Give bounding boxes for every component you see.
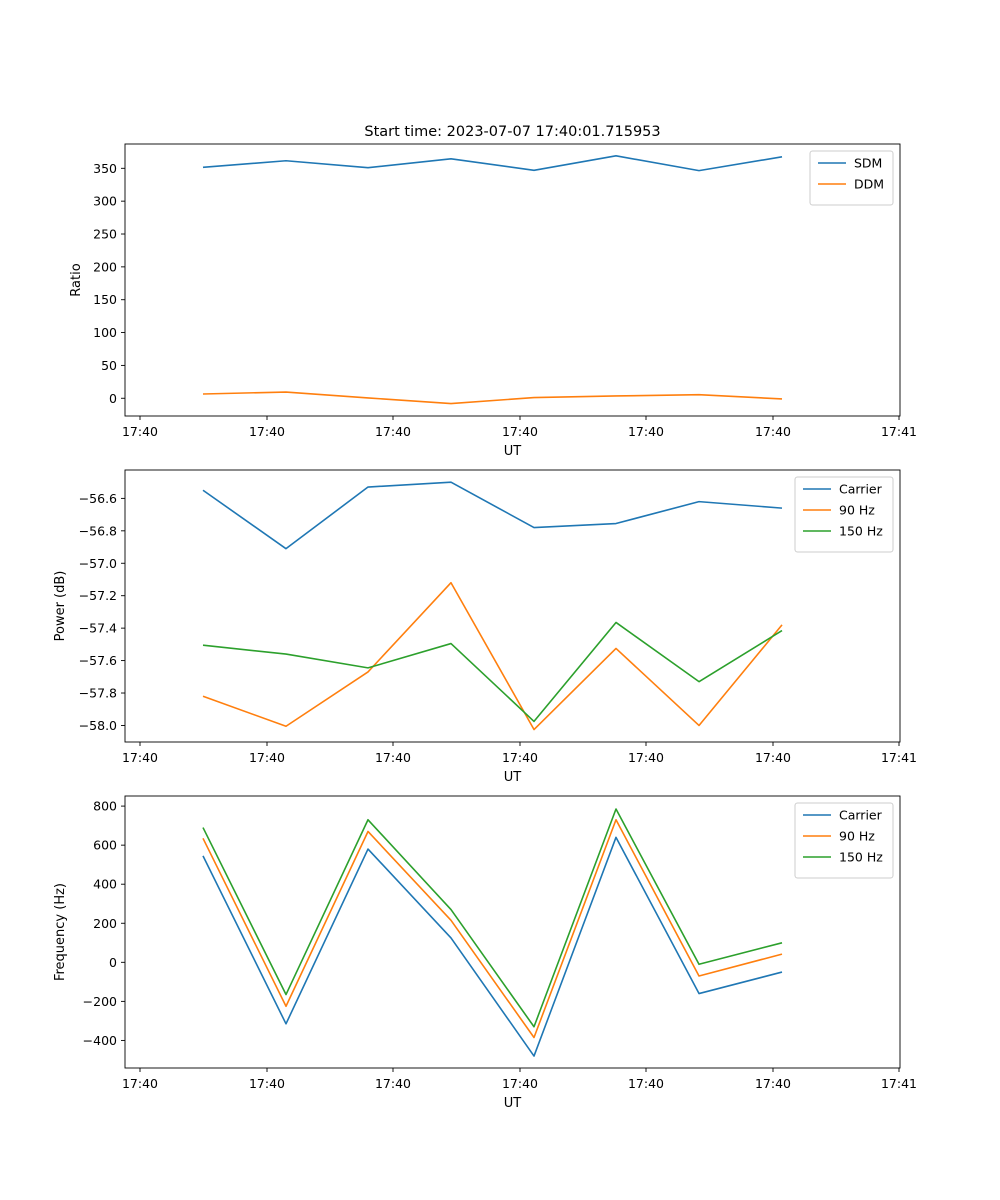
y-tick-label: 100 [93, 325, 117, 340]
y-axis-label: Power (dB) [53, 571, 68, 642]
x-tick-label: 17:40 [122, 750, 158, 765]
legend-label: 90 Hz [839, 829, 875, 844]
legend-label: Carrier [839, 808, 883, 823]
series-line-90-hz [202, 581, 783, 731]
legend: Carrier 90 Hz 150 Hz [794, 476, 894, 553]
chart-2: 17:40 17:40 17:40 17:40 17:40 17:40 17:41 UT −58… [53, 469, 917, 785]
x-tick-label: 17:40 [375, 1076, 411, 1091]
x-tick-label: 17:40 [375, 424, 411, 439]
x-tick-label: 17:40 [628, 1076, 664, 1091]
plot-frame [124, 143, 901, 417]
x-tick-label: 17:40 [755, 750, 791, 765]
x-tick-label: 17:40 [502, 750, 538, 765]
legend-box [794, 802, 894, 879]
y-tick-label: 200 [93, 916, 117, 931]
x-tick-label: 17:40 [249, 1076, 285, 1091]
plot-frame [124, 795, 901, 1069]
x-tick-label: 17:40 [249, 750, 285, 765]
x-tick-label: 17:40 [502, 424, 538, 439]
y-tick-label: 0 [109, 391, 117, 406]
series-line-150-hz [202, 621, 783, 723]
legend-label: 150 Hz [839, 850, 883, 865]
y-tick-label: 150 [93, 292, 117, 307]
y-tick-label: 350 [93, 161, 117, 176]
y-tick-label: −57.2 [79, 588, 117, 603]
legend-label: 90 Hz [839, 503, 875, 518]
legend: Carrier 90 Hz 150 Hz [794, 802, 894, 879]
x-tick-label: 17:40 [628, 750, 664, 765]
y-tick-label: −57.0 [79, 556, 117, 571]
y-tick-label: 50 [101, 358, 117, 373]
x-tick-label: 17:40 [755, 424, 791, 439]
y-tick-label: 0 [109, 955, 117, 970]
y-axis-label: Frequency (Hz) [53, 883, 68, 981]
y-tick-label: −400 [83, 1033, 117, 1048]
x-tick-label: 17:41 [881, 750, 917, 765]
legend-label: 150 Hz [839, 524, 883, 539]
x-tick-label: 17:41 [881, 1076, 917, 1091]
x-tick-label: 17:40 [249, 424, 285, 439]
y-tick-label: −58.0 [79, 718, 117, 733]
legend: SDM DDM [809, 150, 894, 206]
series-line-150-hz [202, 808, 783, 1028]
chart-title: Start time: 2023-07-07 17:40:01.715953 [364, 124, 660, 140]
y-tick-label: 600 [93, 838, 117, 853]
x-tick-label: 17:40 [628, 424, 664, 439]
chart-1: 17:40 17:40 17:40 17:40 17:40 17:40 17:41 UT 0 50… [69, 143, 917, 459]
legend-box [809, 150, 894, 206]
y-tick-label: −57.6 [79, 653, 117, 668]
series-line-90-hz [202, 818, 783, 1039]
y-tick-label: 400 [93, 877, 117, 892]
x-tick-label: 17:40 [502, 1076, 538, 1091]
y-tick-label: 300 [93, 194, 117, 209]
y-tick-label: 200 [93, 259, 117, 274]
x-axis-label: UT [504, 1096, 522, 1111]
y-tick-label: −56.8 [79, 523, 117, 538]
legend-label: Carrier [839, 482, 883, 497]
y-tick-label: −56.6 [79, 491, 117, 506]
x-axis-label: UT [504, 444, 522, 459]
legend-box [794, 476, 894, 553]
x-tick-label: 17:40 [375, 750, 411, 765]
series-line-sdm [202, 155, 783, 172]
series-line-carrier [202, 481, 783, 550]
chart-3: 17:40 17:40 17:40 17:40 17:40 17:40 17:41 UT −40… [53, 795, 917, 1111]
y-tick-label: −57.8 [79, 686, 117, 701]
x-tick-label: 17:41 [881, 424, 917, 439]
plot-frame [124, 469, 901, 743]
y-tick-label: −57.4 [79, 621, 117, 636]
y-tick-label: −200 [83, 994, 117, 1009]
legend-label: SDM [854, 156, 882, 171]
x-tick-label: 17:40 [122, 424, 158, 439]
y-tick-label: 250 [93, 227, 117, 242]
y-tick-label: 800 [93, 799, 117, 814]
series-line-carrier [202, 836, 783, 1057]
x-tick-label: 17:40 [755, 1076, 791, 1091]
y-axis-label: Ratio [69, 263, 84, 296]
x-axis-label: UT [504, 770, 522, 785]
x-tick-label: 17:40 [122, 1076, 158, 1091]
legend-label: DDM [854, 177, 884, 192]
series-line-ddm [202, 391, 783, 405]
